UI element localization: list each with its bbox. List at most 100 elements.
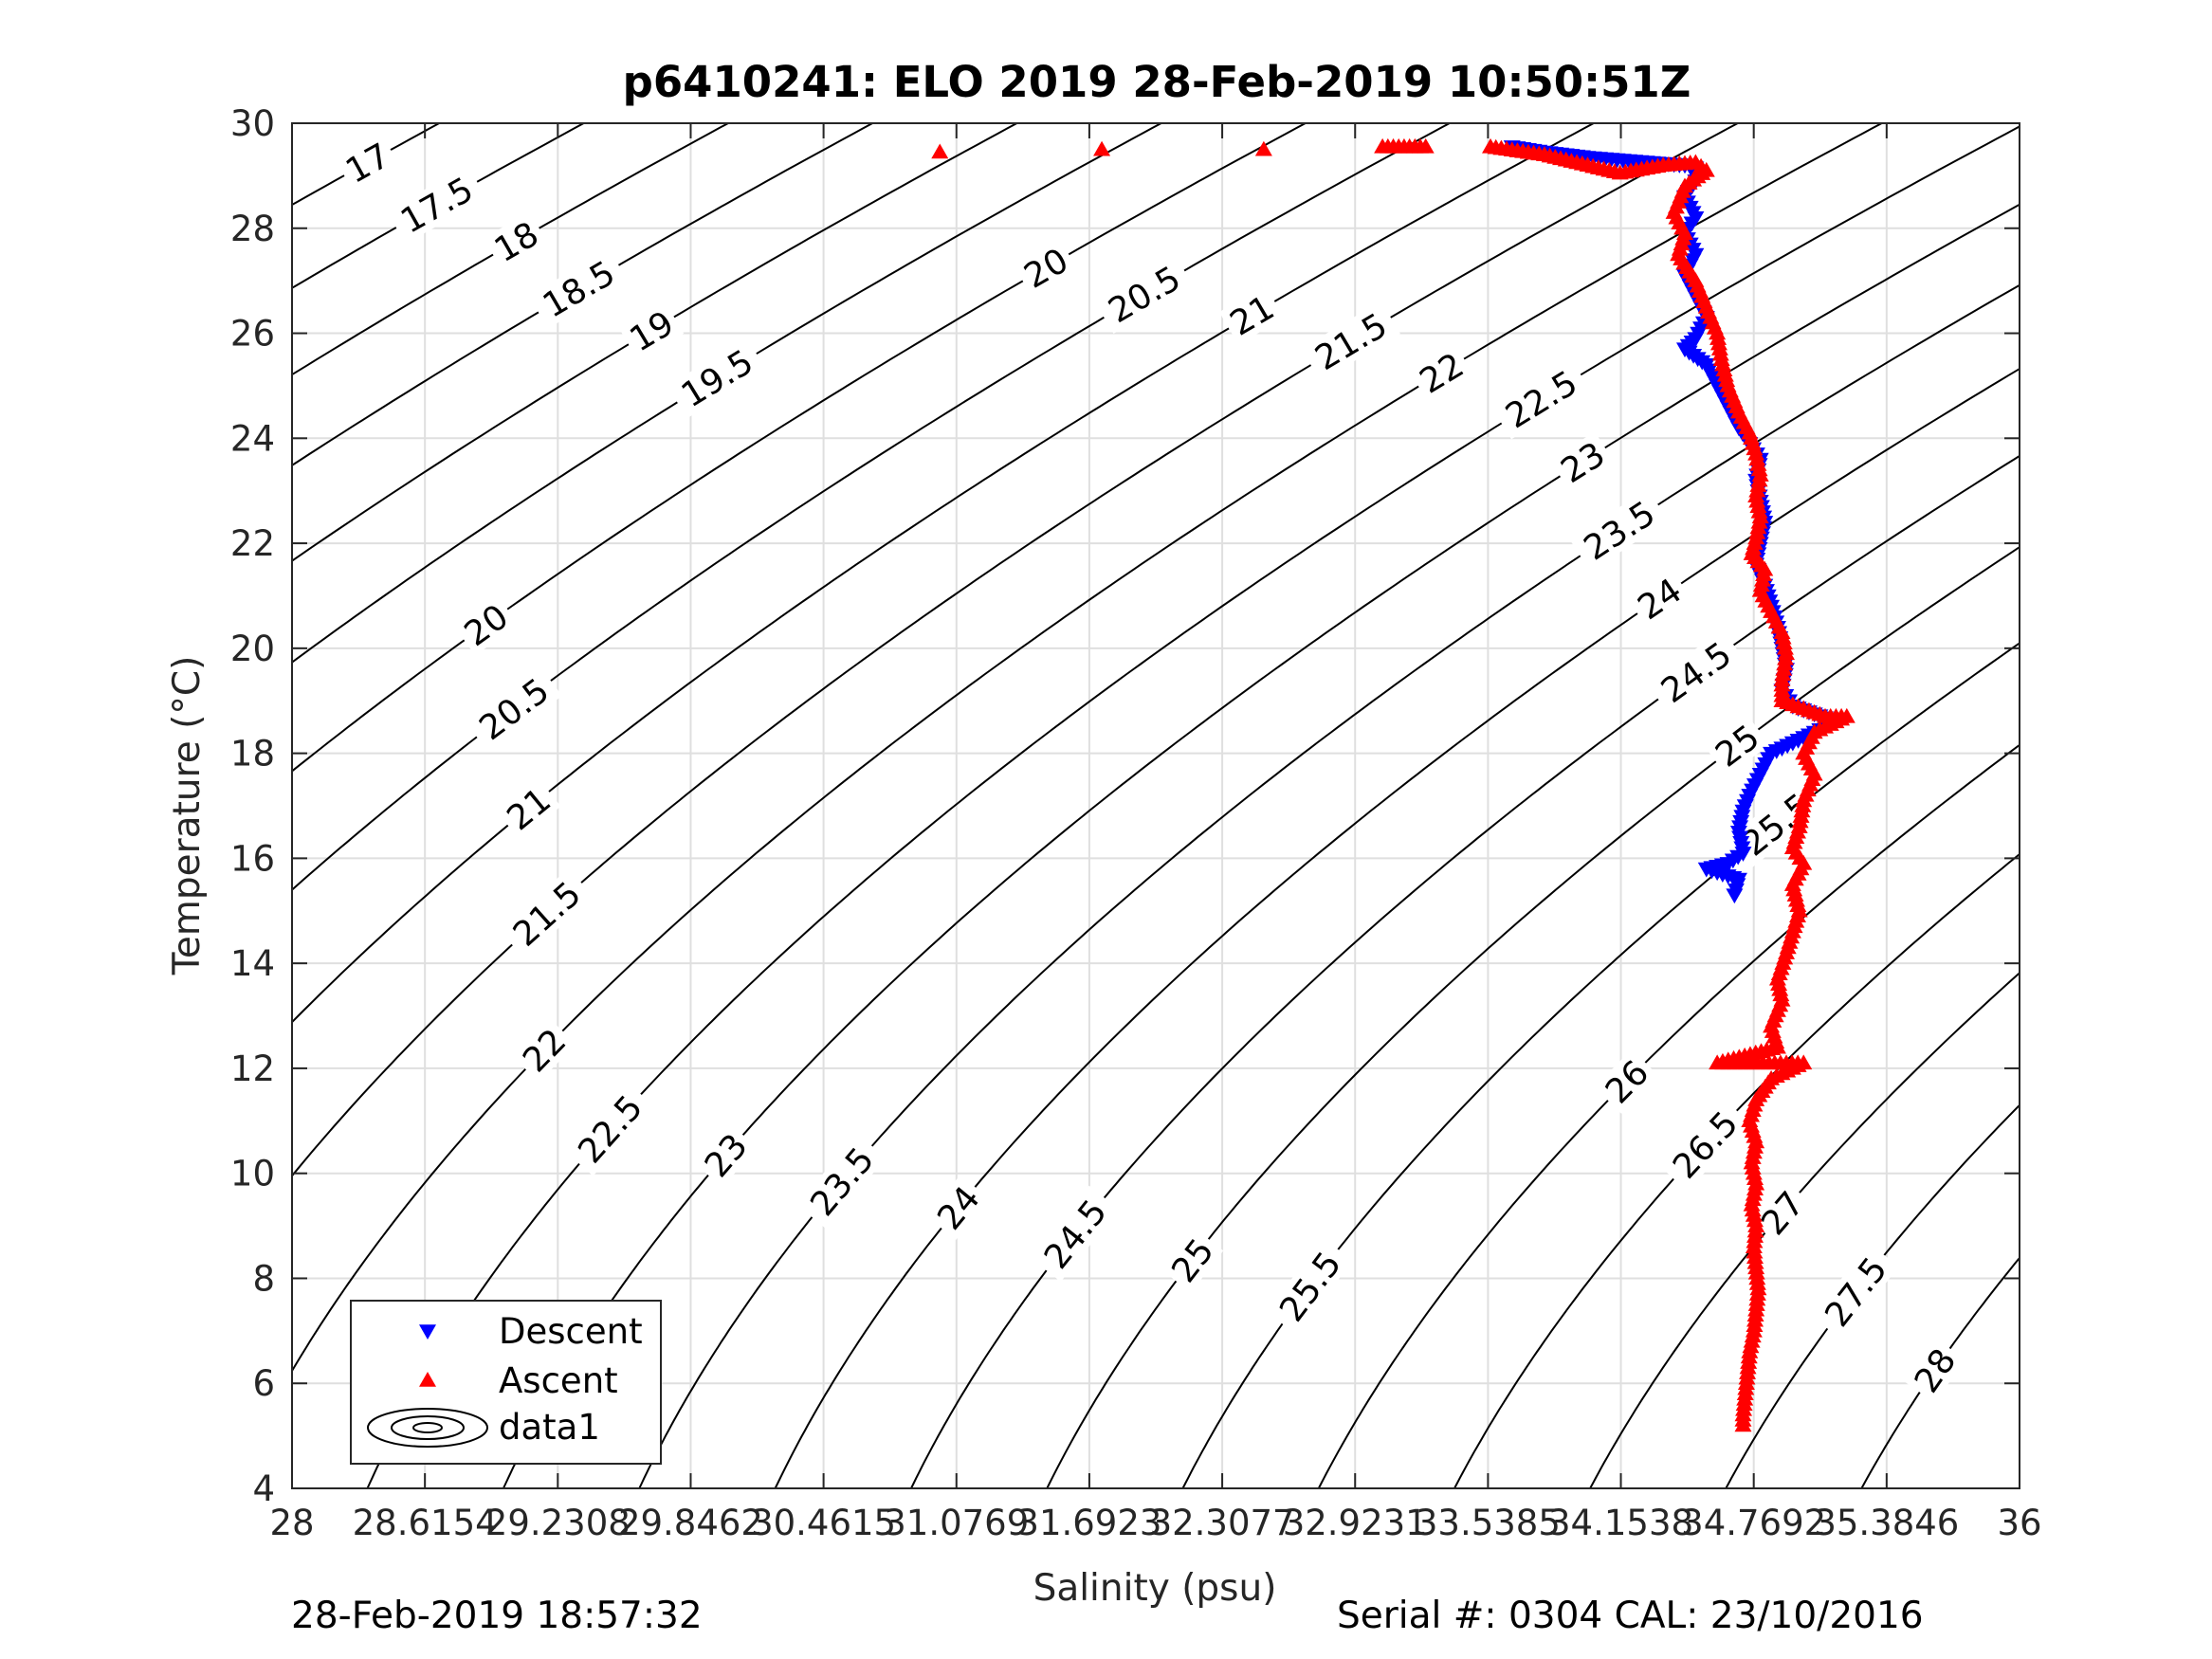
x-tick-label: 31.0769 xyxy=(884,1503,1029,1543)
contour-label-bg xyxy=(511,1017,576,1083)
contour-label: 28 xyxy=(1908,1342,1965,1400)
contour-label-bg xyxy=(1266,1237,1353,1335)
contour-label-bg xyxy=(465,665,562,753)
x-tick-label: 28.6154 xyxy=(353,1503,498,1543)
contour-line xyxy=(502,203,2020,1488)
x-axis-label: Salinity (psu) xyxy=(1033,1567,1277,1610)
series-ascent xyxy=(931,137,1856,1432)
y-tick-label: 28 xyxy=(230,209,275,249)
contour-label-bg xyxy=(1626,567,1692,629)
contour-label: 24 xyxy=(1631,572,1689,629)
chart-title: p6410241: ELO 2019 28-Feb-2019 10:50:51Z xyxy=(623,57,1691,107)
grid-lines xyxy=(292,123,2020,1488)
x-tick-label: 28 xyxy=(269,1503,314,1543)
contour-label: 22 xyxy=(1414,346,1471,402)
contour-label-bg xyxy=(1218,284,1285,345)
contour-label-bg xyxy=(667,337,767,419)
x-tick-label: 36 xyxy=(1997,1503,2041,1543)
contour-label-bg xyxy=(386,165,486,245)
ascent-point xyxy=(1093,140,1111,156)
y-tick-label: 24 xyxy=(230,418,275,459)
contour-label-bg xyxy=(1301,301,1400,382)
contour-label-bg xyxy=(499,867,594,959)
contour-line xyxy=(292,123,1451,891)
contour-label-bg xyxy=(1549,431,1616,493)
axes: 28 28.615429.230829.846230.461531.076931.… xyxy=(230,103,2042,1543)
contour-label: 20 xyxy=(458,597,516,654)
ascent-point xyxy=(1417,137,1435,154)
y-tick-label: 14 xyxy=(230,943,275,984)
contour-line xyxy=(292,123,1307,773)
x-tick-label: 34.7692 xyxy=(1681,1503,1826,1543)
contour-label: 19 xyxy=(624,304,681,360)
y-axis-label: Temperature (°C) xyxy=(166,656,209,976)
ascent-point xyxy=(1734,1416,1752,1432)
legend-contour-label: data1 xyxy=(499,1407,600,1448)
contour-label: 23 xyxy=(1555,435,1613,491)
y-tick-label: 4 xyxy=(252,1468,275,1509)
legend-contour-icon xyxy=(367,1408,488,1448)
contour-label-bg xyxy=(1491,358,1591,440)
contour-label-bg xyxy=(453,593,519,656)
contour-label: 21 xyxy=(1224,288,1281,344)
y-tick-label: 16 xyxy=(230,838,275,879)
descent-point xyxy=(1726,888,1744,904)
y-tick-label: 18 xyxy=(230,734,275,775)
x-tick-label: 29.2308 xyxy=(485,1503,631,1543)
contour-label-bg xyxy=(1031,1185,1119,1283)
contour-line xyxy=(292,123,729,376)
contour-label-bg xyxy=(1161,1227,1224,1293)
x-tick-label: 29.8462 xyxy=(618,1503,763,1543)
contour-label: 24 xyxy=(930,1179,988,1237)
y-tick-label: 12 xyxy=(230,1048,275,1089)
y-tick-label: 22 xyxy=(230,523,275,564)
contour-line xyxy=(292,123,1739,1177)
footer-timestamp: 28-Feb-2019 18:57:32 xyxy=(291,1595,703,1637)
x-tick-label: 30.4615 xyxy=(751,1503,896,1543)
y-tick-label: 6 xyxy=(252,1363,275,1404)
footer-serial-cal: Serial #: 0304 CAL: 23/10/2016 xyxy=(1337,1595,1924,1637)
x-tick-label: 33.5385 xyxy=(1416,1503,1561,1543)
legend-descent-triangle xyxy=(419,1324,436,1340)
contour-label: 20 xyxy=(1018,241,1075,296)
legend-ascent-label: Ascent xyxy=(499,1360,618,1401)
contour-label-bg xyxy=(1750,1179,1815,1246)
contour-label-bg xyxy=(564,1081,655,1176)
contour-label-bg xyxy=(618,301,685,361)
contour-label: 26 xyxy=(1599,1053,1656,1111)
contour-line xyxy=(1860,1256,2020,1488)
contour-label-bg xyxy=(1812,1243,1899,1340)
contour-line xyxy=(638,283,2020,1488)
y-tick-label: 30 xyxy=(230,103,275,144)
x-tick-label: 35.3846 xyxy=(1814,1503,1959,1543)
contour-line xyxy=(292,123,1162,664)
contour-label-bg xyxy=(1904,1337,1965,1403)
ascent-point xyxy=(931,143,949,159)
contour-line xyxy=(292,123,873,467)
contour-label-bg xyxy=(1594,1048,1659,1114)
contour-line xyxy=(292,123,1883,1373)
legend-descent-label: Descent xyxy=(499,1311,643,1352)
contour-label-bg xyxy=(926,1175,990,1241)
contour-label-bg xyxy=(528,248,629,329)
contour-label: 25 xyxy=(1164,1231,1221,1289)
contour-line xyxy=(292,123,440,207)
contour-line xyxy=(292,123,1017,562)
contour-label-bg xyxy=(335,133,400,192)
contour-label: 18 xyxy=(488,215,545,270)
contour-label-bg xyxy=(1659,1097,1751,1192)
contour-label-bg xyxy=(1704,714,1770,777)
contour-label-bg xyxy=(1569,488,1669,572)
contour-label-bg xyxy=(1013,238,1079,298)
x-tick-label: 34.1538 xyxy=(1548,1503,1693,1543)
contour-label-bg xyxy=(484,211,549,271)
contour-line xyxy=(774,367,2020,1488)
data-series xyxy=(931,137,1856,1432)
contour-label-bg xyxy=(495,776,561,840)
legend-ascent-marker xyxy=(419,1372,436,1387)
y-tick-label: 8 xyxy=(252,1258,275,1299)
contour-label-bg xyxy=(1647,629,1746,715)
y-tick-label: 20 xyxy=(230,629,275,669)
contour-label-bg xyxy=(796,1133,887,1230)
